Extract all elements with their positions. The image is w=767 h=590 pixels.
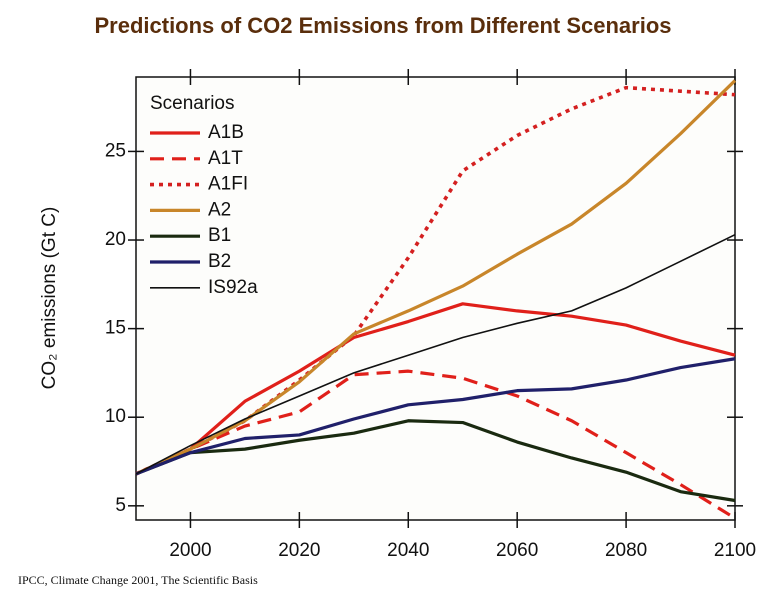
legend-title: Scenarios [150,93,235,114]
series-line [135,79,737,476]
x-tick-label: 2060 [496,540,538,561]
x-tick-label: 2100 [714,540,756,561]
chart-title: Predictions of CO2 Emissions from Differ… [94,13,671,38]
legend-label: A1T [208,148,243,169]
x-tick-label: 2020 [278,540,320,561]
y-tick-label: 5 [115,495,126,516]
legend-label: A1FI [208,174,248,195]
legend-label: B1 [208,225,231,246]
series-line [135,233,736,475]
y-tick-label: 20 [105,229,126,250]
legend-label: A2 [208,199,231,220]
x-tick-label: 2080 [605,540,647,561]
source-note: IPCC, Climate Change 2001, The Scientifi… [18,573,258,587]
y-tick-label: 10 [105,406,126,427]
x-tick-label: 2000 [169,540,211,561]
x-tick-label: 2040 [387,540,429,561]
legend-label: B2 [208,251,231,272]
legend-label: A1B [208,122,244,143]
y-tick-label: 25 [105,140,126,161]
series-line [135,369,736,520]
series-line [135,419,736,503]
legend-label: IS92a [208,277,258,298]
series-line [135,357,736,476]
y-tick-label: 15 [105,318,126,339]
y-axis-label: CO₂ emissions (Gt C) [39,207,60,390]
series-line [135,302,736,476]
